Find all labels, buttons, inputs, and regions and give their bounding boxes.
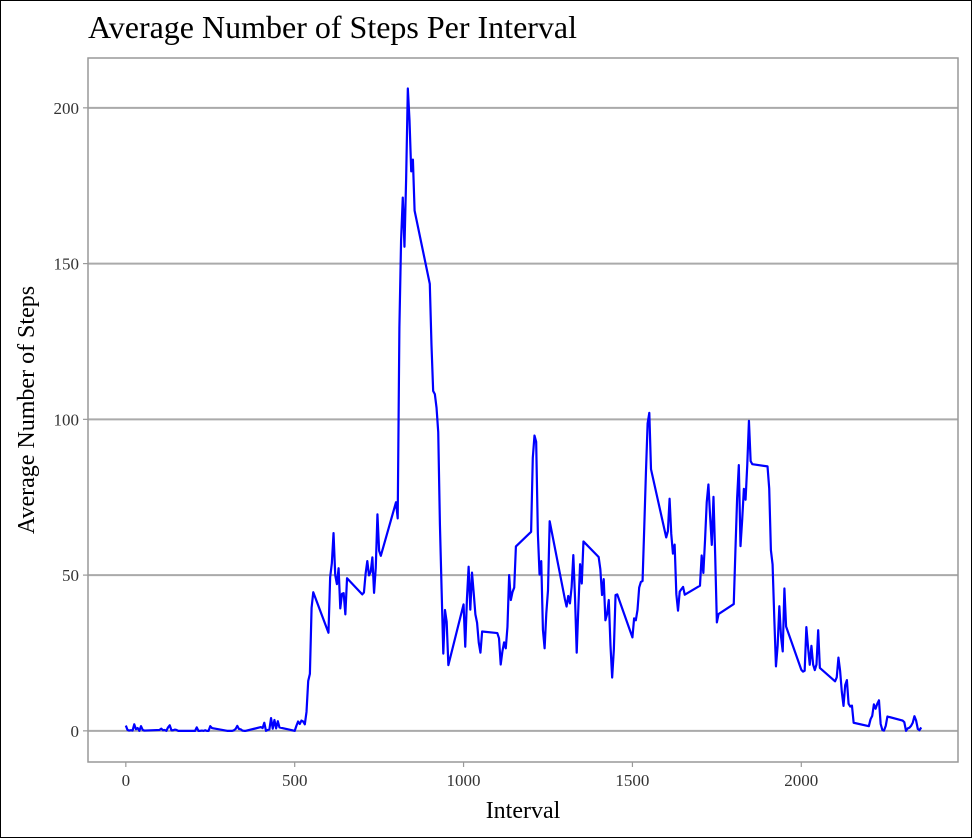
plot-area <box>124 87 923 732</box>
y-axis-title: Average Number of Steps <box>14 286 40 534</box>
y-tick-label: 150 <box>54 255 80 274</box>
y-tick-label: 100 <box>54 410 80 429</box>
x-tick-label: 1500 <box>615 771 649 790</box>
x-tick-label: 500 <box>282 771 308 790</box>
x-axis-title: Interval <box>486 798 561 824</box>
y-tick-label: 0 <box>71 722 80 741</box>
panel-border <box>87 57 959 763</box>
y-tick-label: 50 <box>62 566 79 585</box>
x-tick-label: 2000 <box>784 771 818 790</box>
chart-title: Average Number of Steps Per Interval <box>88 9 577 45</box>
data-line <box>124 87 923 732</box>
x-tick-label: 0 <box>122 771 131 790</box>
y-tick-label: 200 <box>54 99 80 118</box>
x-tick-label: 1000 <box>447 771 481 790</box>
